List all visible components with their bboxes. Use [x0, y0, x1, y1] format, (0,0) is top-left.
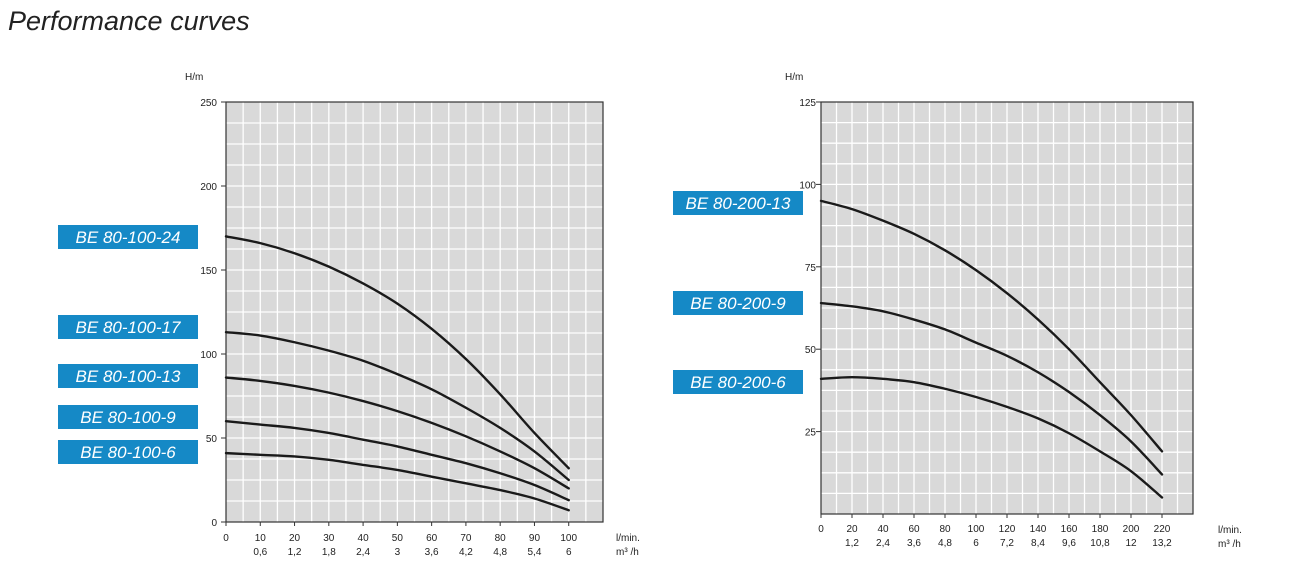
x-tick-label: 0: [818, 524, 824, 535]
y-tick-label: 50: [805, 345, 817, 356]
series-line-be-80-100-6: [224, 451, 570, 512]
x-tick-label: 120: [999, 524, 1016, 535]
series-tag-label: BE 80-100-6: [80, 443, 176, 462]
x-tick-label: 20: [289, 533, 301, 544]
series-line-be-80-100-9: [224, 420, 570, 502]
x-tick-label: 140: [1030, 524, 1047, 535]
series-tag: [673, 191, 803, 215]
x-tick-label-secondary: 2,4: [356, 547, 370, 558]
series-tag-label: BE 80-200-13: [686, 194, 791, 213]
y-tick-label: 250: [200, 98, 217, 109]
plot-border: [225, 101, 604, 523]
x-tick-label: 70: [460, 533, 472, 544]
x-tick-label: 10: [255, 533, 267, 544]
x-tick-label-secondary: 8,4: [1031, 538, 1045, 549]
y-tick-label: 150: [200, 266, 217, 277]
x-tick-label: 160: [1061, 524, 1078, 535]
series-tag: [58, 364, 198, 388]
series-tag: [58, 440, 198, 464]
x-tick-label-secondary: 3,6: [907, 538, 921, 549]
x-tick-label-secondary: 1,8: [322, 547, 336, 558]
x-tick-label-secondary: 12: [1125, 538, 1137, 549]
x-tick-label-secondary: 1,2: [288, 547, 302, 558]
x-tick-label-secondary: 5,4: [528, 547, 542, 558]
y-tick-label: 75: [805, 263, 817, 274]
x-tick-label: 80: [939, 524, 951, 535]
x-axis-label-secondary: m³ /h: [616, 547, 639, 558]
x-axis-label: l/min.: [1218, 525, 1242, 536]
series-line-be-80-200-6: [819, 376, 1164, 499]
series-tag: [58, 315, 198, 339]
x-tick-label: 50: [392, 533, 404, 544]
x-tick-label-secondary: 13,2: [1152, 538, 1172, 549]
x-tick-label-secondary: 6: [973, 538, 979, 549]
x-tick-label-secondary: 6: [566, 547, 572, 558]
x-tick-label: 60: [908, 524, 920, 535]
x-tick-label: 100: [560, 533, 577, 544]
series-tag-label: BE 80-100-24: [76, 228, 181, 247]
x-tick-label: 20: [846, 524, 858, 535]
y-tick-label: 200: [200, 182, 217, 193]
x-tick-label-secondary: 0,6: [253, 547, 267, 558]
series-tag-label: BE 80-100-17: [76, 318, 181, 337]
series-tag: [58, 225, 198, 249]
x-tick-label: 60: [426, 533, 438, 544]
series-line-be-80-200-13: [819, 199, 1164, 453]
y-tick-label: 125: [799, 98, 816, 109]
x-tick-label-secondary: 7,2: [1000, 538, 1014, 549]
y-axis-label: H/m: [185, 72, 203, 83]
x-tick-label-secondary: 1,2: [845, 538, 859, 549]
y-tick-label: 100: [799, 180, 816, 191]
y-tick-label: 25: [805, 428, 817, 439]
y-axis-label: H/m: [785, 72, 803, 83]
series-line-be-80-100-24: [224, 235, 570, 470]
x-axis-label-secondary: m³ /h: [1218, 539, 1241, 550]
x-tick-label-secondary: 4,8: [938, 538, 952, 549]
series-tag: [673, 291, 803, 315]
x-tick-label-secondary: 4,2: [459, 547, 473, 558]
series-tag-label: BE 80-100-13: [76, 367, 181, 386]
x-tick-label-secondary: 10,8: [1090, 538, 1110, 549]
x-tick-label: 40: [877, 524, 889, 535]
x-tick-label-secondary: 9,6: [1062, 538, 1076, 549]
x-tick-label: 40: [358, 533, 370, 544]
series-tag-label: BE 80-200-6: [690, 373, 786, 392]
x-tick-label: 80: [495, 533, 507, 544]
y-tick-label: 50: [206, 434, 218, 445]
x-tick-label: 30: [323, 533, 335, 544]
series-line-be-80-200-9: [819, 301, 1164, 476]
x-tick-label: 200: [1123, 524, 1140, 535]
series-line-be-80-100-17: [224, 330, 570, 482]
x-tick-label: 100: [968, 524, 985, 535]
series-tag: [673, 370, 803, 394]
x-tick-label-secondary: 2,4: [876, 538, 890, 549]
y-tick-label: 100: [200, 350, 217, 361]
x-tick-label: 180: [1092, 524, 1109, 535]
chart-2: 25 50 75 100 125 0 20 1,2 40 2,4 60 3,6 80 4,8 100 6 120…: [673, 72, 1242, 550]
chart-1: 0 50 100 150 200 250 0 10 0,6 20 1,2 30 1,8 40 2,4 50 3 6…: [58, 72, 640, 558]
x-tick-label: 220: [1154, 524, 1171, 535]
x-tick-label: 0: [223, 533, 229, 544]
series-tag-label: BE 80-100-9: [80, 408, 176, 427]
x-axis-label: l/min.: [616, 533, 640, 544]
series-tag-label: BE 80-200-9: [690, 294, 786, 313]
page-title: Performance curves: [8, 6, 250, 36]
grid-lines: [821, 102, 1193, 514]
x-tick-label-secondary: 3,6: [425, 547, 439, 558]
series-tag: [58, 405, 198, 429]
x-tick-label-secondary: 3: [395, 547, 401, 558]
y-tick-label: 0: [211, 518, 217, 529]
x-tick-label: 90: [529, 533, 541, 544]
grid-lines: [226, 102, 603, 522]
x-tick-label-secondary: 4,8: [493, 547, 507, 558]
series-line-be-80-100-13: [224, 376, 570, 490]
